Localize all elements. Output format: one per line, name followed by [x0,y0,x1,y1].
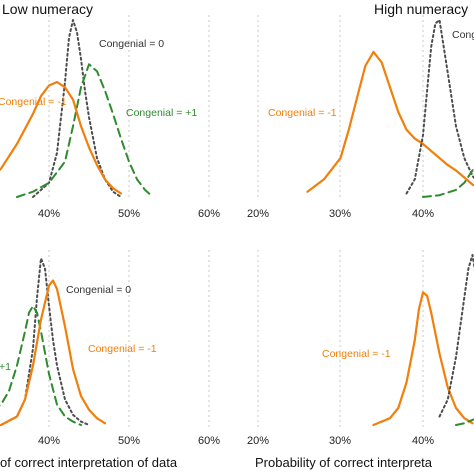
x-tick-label: 20% [247,435,269,447]
x-tick-label: 40% [412,208,434,220]
series-line-dashed [455,418,474,426]
panel-low-numeracy-bottom: 40% 50% 60% Congenial = 0 Congenial = -1 +… [0,250,220,470]
panel-low-numeracy-top: Low numeracy 40% 50% 60% Congenial = 0 Con… [0,1,220,220]
x-tick-label: 60% [198,435,220,447]
panel-title-high-numeracy: High numeracy [374,1,468,17]
annotation-congenial-plus1: Congenial = +1 [126,107,197,119]
x-tick-label: 40% [38,208,60,220]
series-line-dashed [422,165,474,198]
x-axis-label-left: of correct interpretation of data [0,455,178,470]
x-tick-label: 30% [329,435,351,447]
annotation-congenial-plus1-bottom: +1 [0,361,11,373]
series-line-solid [306,50,474,193]
x-tick-label: 50% [118,435,140,447]
series-line-solid [0,279,107,427]
x-axis-label-right: Probability of correct interpreta [255,455,433,470]
x-tick-label: 50% [118,208,140,220]
annotation-congenial-high: Congenial [452,29,474,41]
x-tick-label: 20% [247,208,269,220]
panel-high-numeracy-top: High numeracy 20% 30% 40% Congenial = -1 C… [247,1,474,220]
x-tick-label: 40% [38,435,60,447]
series-line-solid [0,80,123,195]
series-line-dotted [405,19,474,195]
x-tick-label: 60% [198,208,220,220]
x-tick-label: 30% [329,208,351,220]
panel-high-numeracy-bottom: 20% 30% 40% Congenial = -1 Probability of … [247,250,474,470]
annotation-congenial-minus1-bottom-high: Congenial = -1 [322,348,391,360]
annotation-congenial-0-bottom: Congenial = 0 [66,284,131,296]
annotation-congenial-minus1-high: Congenial = -1 [268,107,337,119]
annotation-congenial-0: Congenial = 0 [99,38,164,50]
x-tick-label: 40% [412,435,434,447]
annotation-congenial-minus1: Congenial = -1 [0,96,67,108]
series-line-dotted [438,254,474,418]
panel-title-low-numeracy: Low numeracy [2,1,93,17]
series-line-dashed [16,63,154,198]
series-line-solid [372,291,474,427]
annotation-congenial-minus1-bottom: Congenial = -1 [88,343,157,355]
series-line-dashed [0,305,82,426]
